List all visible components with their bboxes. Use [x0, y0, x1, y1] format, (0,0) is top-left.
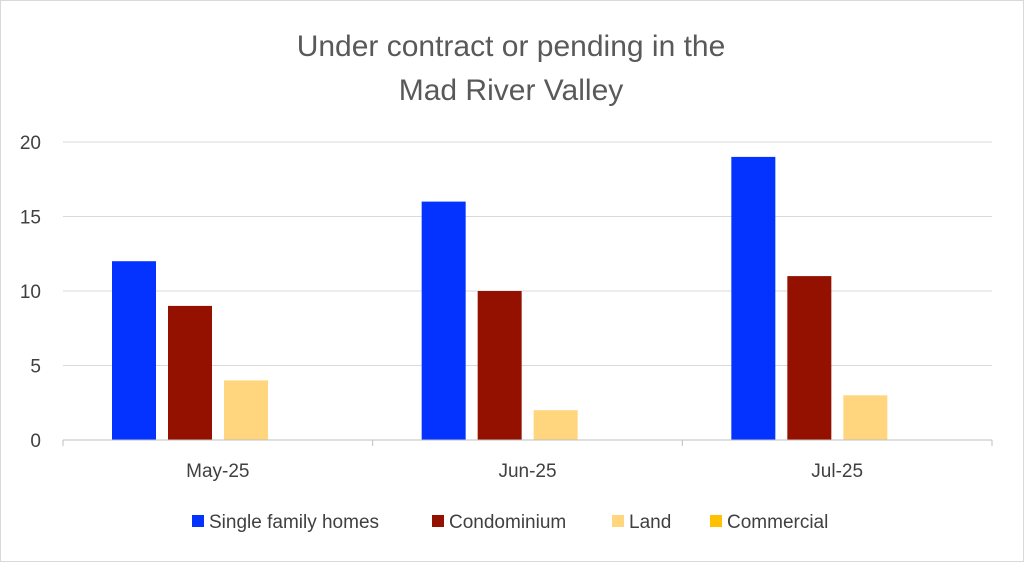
legend-label: Commercial — [727, 512, 828, 533]
legend-label: Condominium — [449, 512, 566, 533]
x-tick-label: Jul-25 — [811, 461, 863, 482]
legend-label: Single family homes — [209, 512, 379, 533]
bars — [112, 156, 888, 440]
y-tick-label: 10 — [20, 282, 41, 303]
chart-title-line-1: Under contract or pending in the — [297, 30, 726, 63]
x-tick-label: Jun-25 — [498, 461, 556, 482]
chart-title: Under contract or pending in the Mad Riv… — [297, 30, 726, 107]
legend-swatch — [432, 515, 444, 527]
y-tick-label: 0 — [30, 431, 41, 452]
gridlines — [63, 141, 992, 366]
bar-single-family-homes — [112, 261, 156, 440]
legend-label: Land — [629, 512, 671, 533]
x-axis: May-25 Jun-25 Jul-25 — [62, 439, 993, 482]
y-tick-label: 20 — [20, 133, 41, 154]
bar-condominium — [477, 291, 522, 440]
legend-swatch — [612, 515, 624, 527]
bar-condominium — [787, 276, 832, 440]
legend: Single family homes Condominium Land Commer… — [192, 512, 828, 533]
chart-title-line-2: Mad River Valley — [399, 74, 624, 107]
legend-swatch — [192, 515, 204, 527]
legend-swatch — [710, 515, 722, 527]
y-axis-ticks: 0 5 10 15 20 — [20, 133, 41, 452]
x-tick-label: May-25 — [186, 461, 249, 482]
bar-land — [224, 380, 268, 440]
bar-land — [843, 395, 888, 440]
y-tick-label: 5 — [30, 357, 41, 378]
y-tick-label: 15 — [20, 208, 41, 229]
bar-land — [533, 410, 578, 440]
bar-single-family-homes — [731, 156, 776, 440]
bar-condominium — [168, 305, 212, 440]
bar-single-family-homes — [421, 201, 466, 440]
